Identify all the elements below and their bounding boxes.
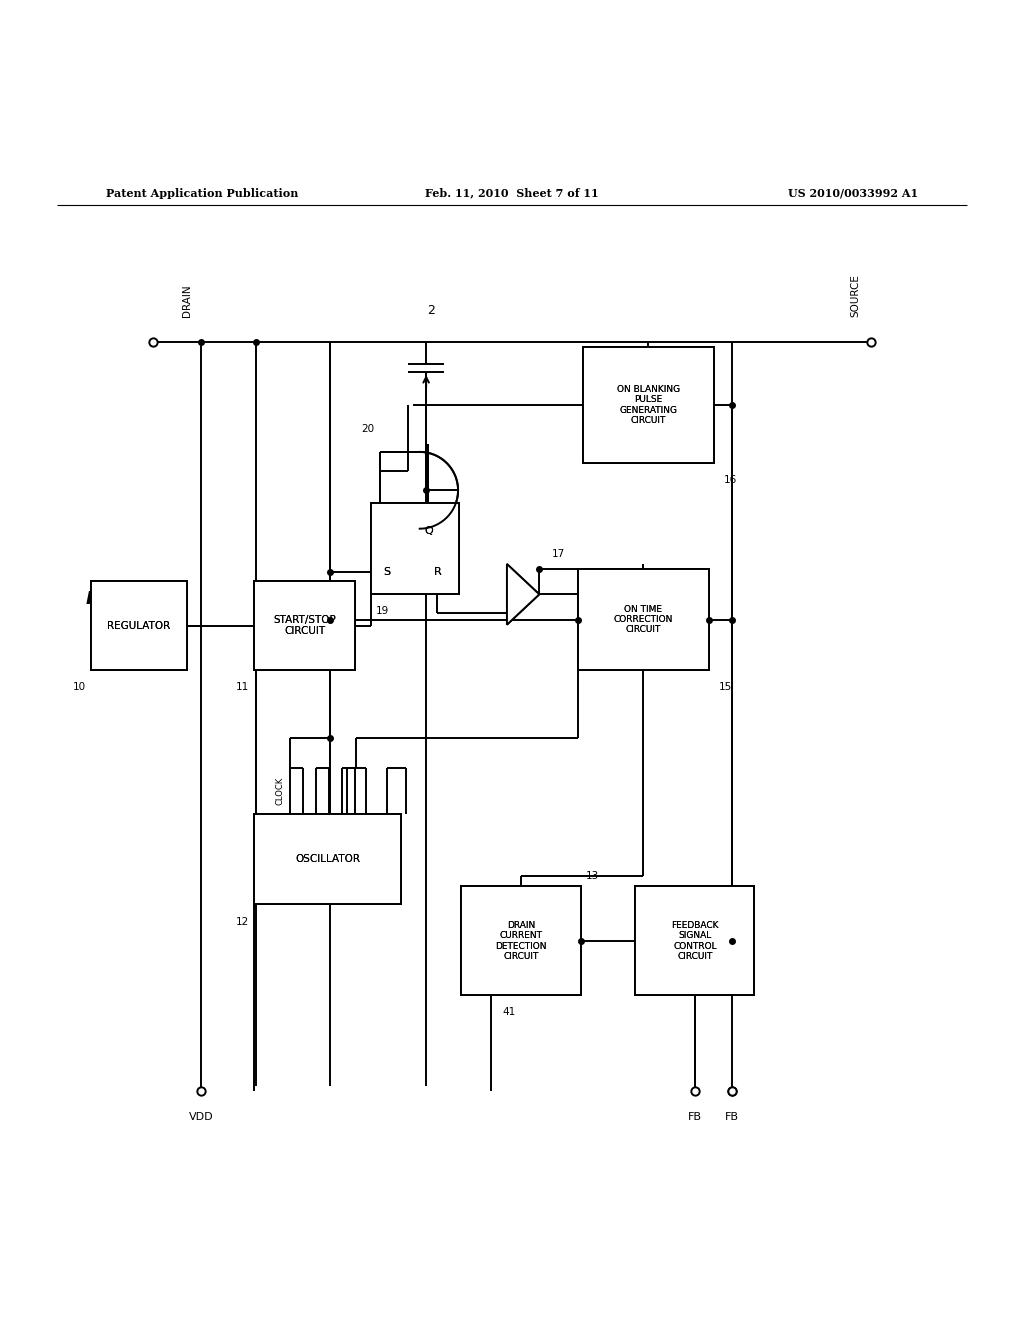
Bar bbox=[583, 347, 714, 463]
Text: FEEDBACK
SIGNAL
CONTROL
CIRCUIT: FEEDBACK SIGNAL CONTROL CIRCUIT bbox=[671, 921, 719, 961]
Text: 12: 12 bbox=[237, 916, 250, 927]
Bar bbox=[578, 569, 709, 671]
Text: Patent Application Publication: Patent Application Publication bbox=[105, 187, 298, 199]
Polygon shape bbox=[507, 564, 540, 624]
Bar bbox=[254, 581, 355, 671]
Text: ON TIME
CORRECTION
CIRCUIT: ON TIME CORRECTION CIRCUIT bbox=[613, 605, 673, 635]
Text: US 2010/0033992 A1: US 2010/0033992 A1 bbox=[787, 187, 919, 199]
Polygon shape bbox=[507, 564, 540, 624]
Bar bbox=[635, 886, 755, 995]
Bar bbox=[462, 886, 581, 995]
Bar bbox=[635, 886, 755, 995]
Text: CLOCK: CLOCK bbox=[275, 776, 285, 805]
Text: S: S bbox=[383, 566, 390, 577]
Bar bbox=[91, 581, 186, 671]
Bar bbox=[254, 813, 400, 904]
Bar bbox=[254, 813, 400, 904]
Text: Feb. 11, 2010  Sheet 7 of 11: Feb. 11, 2010 Sheet 7 of 11 bbox=[425, 187, 599, 199]
Bar bbox=[91, 581, 186, 671]
Text: START/STOP
CIRCUIT: START/STOP CIRCUIT bbox=[273, 615, 336, 636]
Text: FB: FB bbox=[725, 1111, 739, 1122]
Text: FEEDBACK
SIGNAL
CONTROL
CIRCUIT: FEEDBACK SIGNAL CONTROL CIRCUIT bbox=[671, 921, 719, 961]
Text: DRAIN
CURRENT
DETECTION
CIRCUIT: DRAIN CURRENT DETECTION CIRCUIT bbox=[496, 921, 547, 961]
Bar bbox=[371, 503, 460, 594]
Text: DRAIN: DRAIN bbox=[181, 284, 191, 317]
Bar bbox=[462, 886, 581, 995]
Text: 13: 13 bbox=[586, 871, 599, 882]
Bar bbox=[254, 581, 355, 671]
Text: Q: Q bbox=[424, 525, 433, 536]
Text: 20: 20 bbox=[361, 424, 375, 434]
Text: R: R bbox=[433, 566, 441, 577]
Text: F I G .  7: F I G . 7 bbox=[86, 590, 170, 609]
Text: FB: FB bbox=[688, 1111, 701, 1122]
Text: 2: 2 bbox=[427, 304, 435, 317]
Text: R: R bbox=[433, 566, 441, 577]
Text: SOURCE: SOURCE bbox=[851, 273, 860, 317]
Bar bbox=[578, 569, 709, 671]
Text: 16: 16 bbox=[724, 475, 737, 486]
Text: OSCILLATOR: OSCILLATOR bbox=[295, 854, 360, 865]
Text: REGULATOR: REGULATOR bbox=[108, 620, 170, 631]
Text: 15: 15 bbox=[719, 682, 732, 692]
Text: Q: Q bbox=[424, 525, 433, 536]
Text: ON TIME
CORRECTION
CIRCUIT: ON TIME CORRECTION CIRCUIT bbox=[613, 605, 673, 635]
Text: ON BLANKING
PULSE
GENERATING
CIRCUIT: ON BLANKING PULSE GENERATING CIRCUIT bbox=[616, 385, 680, 425]
Text: S: S bbox=[383, 566, 390, 577]
Text: VDD: VDD bbox=[188, 1111, 213, 1122]
Bar bbox=[371, 503, 460, 594]
Text: 19: 19 bbox=[376, 606, 389, 616]
Text: 10: 10 bbox=[73, 682, 86, 692]
Text: 11: 11 bbox=[237, 682, 250, 692]
Text: OSCILLATOR: OSCILLATOR bbox=[295, 854, 360, 865]
Text: START/STOP
CIRCUIT: START/STOP CIRCUIT bbox=[273, 615, 336, 636]
Text: ON BLANKING
PULSE
GENERATING
CIRCUIT: ON BLANKING PULSE GENERATING CIRCUIT bbox=[616, 385, 680, 425]
Text: REGULATOR: REGULATOR bbox=[108, 620, 170, 631]
Text: 41: 41 bbox=[503, 1007, 516, 1018]
Bar bbox=[583, 347, 714, 463]
Text: 17: 17 bbox=[551, 549, 564, 558]
Text: DRAIN
CURRENT
DETECTION
CIRCUIT: DRAIN CURRENT DETECTION CIRCUIT bbox=[496, 921, 547, 961]
